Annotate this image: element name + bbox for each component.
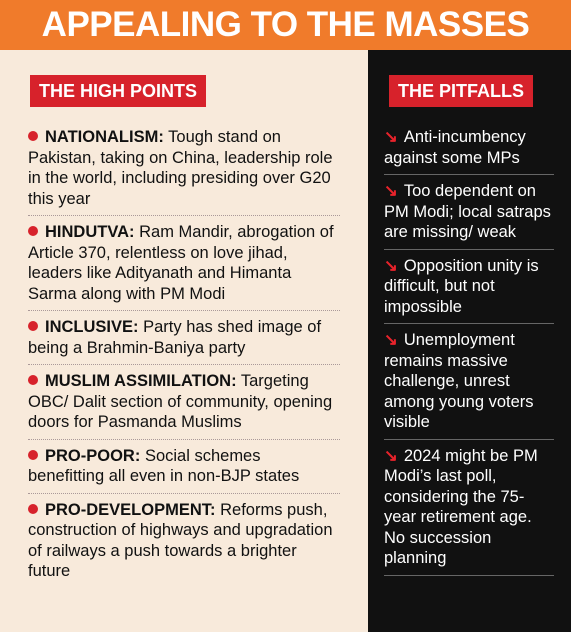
pitfall: ↘ Too dependent on PM Modi; local satraps…	[384, 179, 554, 250]
description: Opposition unity is difficult, but not i…	[384, 256, 539, 316]
section-label: THE PITFALLS	[389, 75, 533, 107]
title: APPEALING TO THE MASSES	[0, 0, 571, 50]
high-point: PRO-DEVELOPMENT: Reforms push, construct…	[28, 498, 340, 588]
keyword: PRO-POOR:	[45, 446, 141, 465]
keyword: MUSLIM ASSIMILATION:	[45, 372, 237, 390]
arrow-icon: ↘	[384, 256, 398, 275]
description: 2024 might be PM Modi’s last poll, consi…	[384, 446, 538, 568]
bullet	[28, 375, 38, 385]
keyword: HINDUTVA:	[45, 223, 135, 241]
bullet	[28, 131, 38, 141]
arrow-icon: ↘	[384, 128, 398, 146]
high-point: PRO-POOR: Social schemes benefitting all…	[28, 444, 340, 494]
pitfall: ↘ Opposition unity is difficult, but not …	[384, 254, 554, 324]
bullet	[28, 449, 38, 460]
arrow-icon: ↘	[384, 446, 398, 465]
keyword: INCLUSIVE:	[45, 318, 139, 336]
description: Ram Mandir, abrogation of Article 370, r…	[28, 223, 334, 303]
pitfall: ↘ 2024 might be PM Modi’s last poll, cons…	[384, 444, 554, 576]
item-list: NATIONALISM: Tough stand on Pakistan, ta…	[28, 125, 340, 592]
high-point: HINDUTVA: Ram Mandir, abrogation of Arti…	[28, 220, 340, 311]
description: Party has shed image of being a Brahmin-…	[28, 318, 322, 357]
high-point: MUSLIM ASSIMILATION: Targeting OBC/ Dali…	[28, 369, 340, 440]
keyword: NATIONALISM:	[45, 128, 164, 146]
description: Anti-incumbency against some MPs	[384, 128, 526, 167]
description: Too dependent on PM Modi; local satraps …	[384, 182, 551, 241]
description: Unemployment remains massive challenge, …	[384, 331, 534, 431]
high-point: NATIONALISM: Tough stand on Pakistan, ta…	[28, 125, 340, 216]
section-label: THE HIGH POINTS	[30, 75, 207, 107]
description: Tough stand on Pakistan, taking on China…	[28, 128, 333, 208]
bullet	[28, 321, 38, 331]
bullet	[28, 226, 38, 236]
pitfall: ↘ Unemployment remains massive challenge,…	[384, 328, 554, 440]
high-point: INCLUSIVE: Party has shed image of being…	[28, 315, 340, 365]
pitfalls-panel: THE PITFALLS ↘ Anti-incumbency against so…	[368, 50, 571, 632]
arrow-icon: ↘	[384, 331, 398, 349]
description: Targeting OBC/ Dalit section of communit…	[28, 372, 333, 431]
pitfall: ↘ Anti-incumbency against some MPs	[384, 125, 554, 175]
high-points-panel: THE HIGH POINTS NATIONALISM: Tough stand…	[0, 50, 368, 632]
description: Reforms push, construction of highways a…	[28, 500, 333, 581]
item-list: ↘ Anti-incumbency against some MPs ↘ Too de…	[384, 125, 554, 580]
keyword: PRO-DEVELOPMENT:	[45, 500, 216, 519]
arrow-icon: ↘	[384, 182, 398, 200]
description: Social schemes benefitting all even in n…	[28, 446, 300, 486]
bullet	[28, 503, 38, 514]
